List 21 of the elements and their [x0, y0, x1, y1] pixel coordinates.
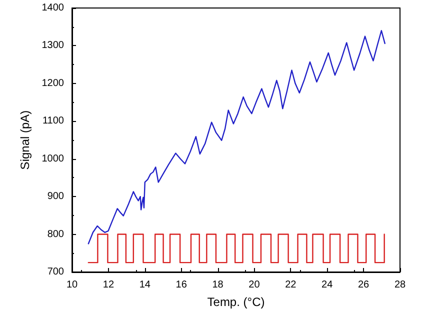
x-tick-label: 16 — [176, 280, 188, 290]
y-tick-label: 1100 — [42, 116, 64, 127]
y-tick-label: 1200 — [42, 78, 64, 89]
y-tick-label: 800 — [47, 228, 64, 240]
x-tick-label: 26 — [358, 280, 370, 290]
x-tick-label: 20 — [248, 280, 260, 290]
y-tick-label: 900 — [47, 191, 64, 202]
y-tick-label: 1000 — [42, 153, 64, 164]
x-tick-label: 24 — [322, 280, 334, 290]
y-tick-label: 1300 — [42, 40, 64, 52]
x-tick-label: 18 — [212, 280, 224, 290]
x-tick-label: 14 — [139, 280, 151, 290]
y-tick-label: 700 — [47, 266, 64, 278]
y-tick-label: 1400 — [42, 2, 64, 14]
x-tick-label: 22 — [285, 280, 297, 290]
line-series — [88, 30, 386, 244]
x-tick-label: 12 — [102, 280, 114, 290]
x-tick-label: 10 — [66, 280, 78, 290]
x-axis-title: Temp. (°C) — [207, 295, 265, 309]
x-tick-label: 28 — [394, 280, 406, 290]
y-axis-title: Signal (pA) — [18, 110, 32, 170]
